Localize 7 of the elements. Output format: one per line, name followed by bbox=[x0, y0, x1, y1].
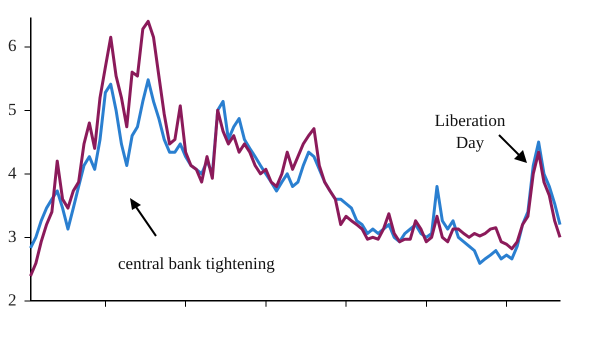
y-tick-label: 3 bbox=[8, 226, 16, 246]
annotation: central bank tightening bbox=[118, 253, 276, 275]
y-tick-label: 6 bbox=[8, 36, 16, 56]
y-tick-label: 5 bbox=[8, 100, 16, 119]
y-tick-label: 4 bbox=[8, 163, 17, 182]
y-tick-label: 2 bbox=[8, 290, 16, 310]
annotation: Liberation Day bbox=[434, 110, 506, 154]
